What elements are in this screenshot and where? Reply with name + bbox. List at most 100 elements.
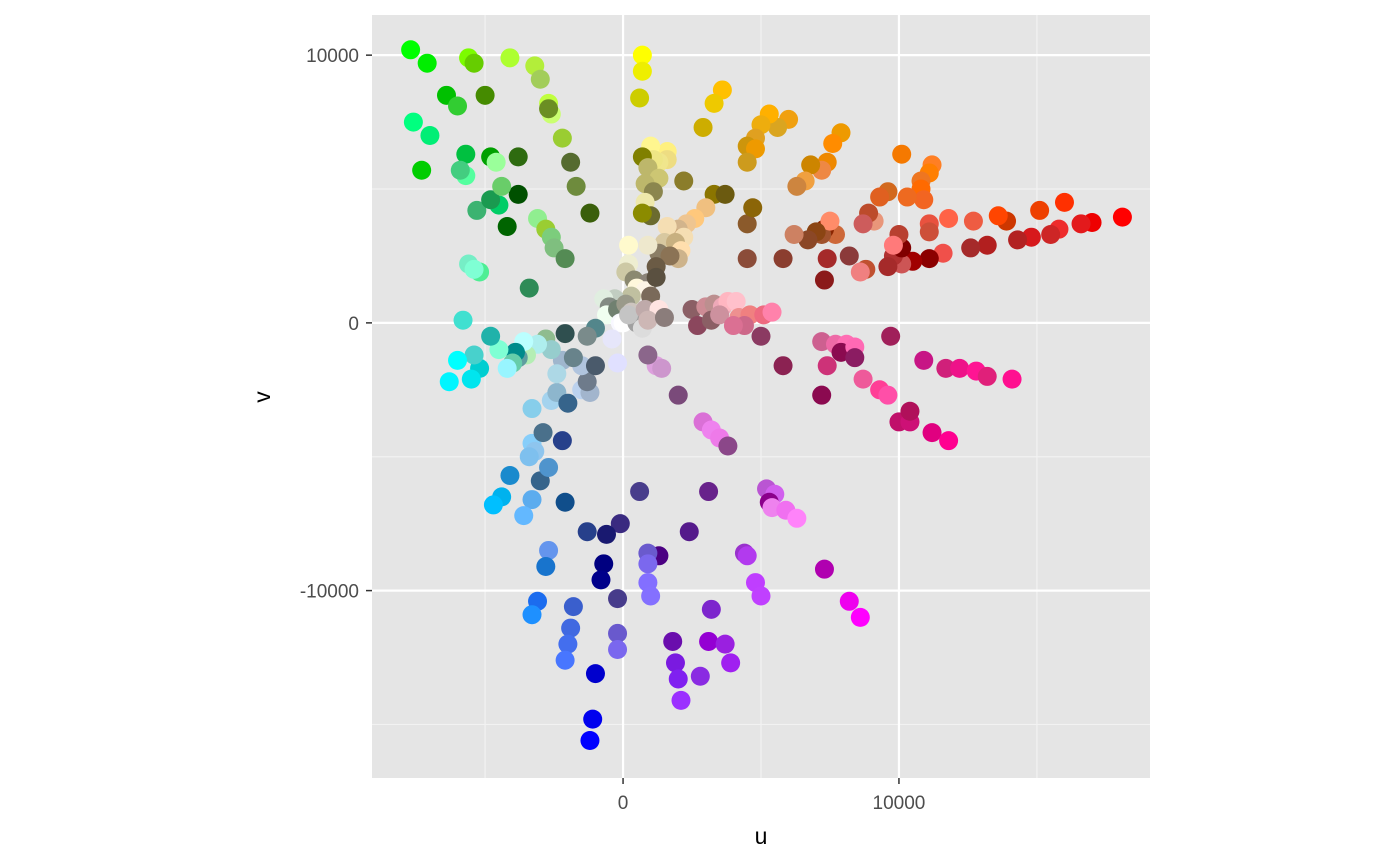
data-point [530, 69, 550, 89]
data-point [514, 506, 534, 526]
data-point [936, 358, 956, 378]
data-point [453, 310, 473, 330]
data-point [773, 356, 793, 376]
data-point [939, 431, 959, 451]
data-point [481, 326, 501, 346]
data-point [630, 88, 650, 108]
data-point [638, 345, 658, 365]
data-point [467, 200, 487, 220]
data-point [814, 559, 834, 579]
x-axis-title: u [755, 823, 768, 849]
data-point [817, 356, 837, 376]
data-point [988, 206, 1008, 226]
data-point [801, 155, 821, 175]
data-point [403, 112, 423, 132]
data-point [914, 190, 934, 210]
data-point [492, 176, 512, 196]
data-point [668, 669, 688, 689]
data-point [715, 184, 735, 204]
data-point [870, 187, 890, 207]
data-point [483, 495, 503, 515]
data-point [558, 634, 578, 654]
data-point [519, 447, 539, 467]
data-point [839, 591, 859, 611]
data-point [914, 350, 934, 370]
data-point [486, 152, 506, 172]
data-point [1002, 369, 1022, 389]
data-point [539, 540, 559, 560]
data-point [577, 372, 597, 392]
x-tick-label: 10000 [873, 793, 926, 814]
data-point [522, 605, 542, 625]
data-point [597, 524, 617, 544]
data-point [839, 246, 859, 266]
data-point [420, 125, 440, 145]
data-point [602, 329, 622, 349]
data-point [450, 160, 470, 180]
y-tick-label: -10000 [300, 582, 359, 603]
data-point [1071, 214, 1091, 234]
data-point [881, 326, 901, 346]
data-point [555, 650, 575, 670]
data-point [762, 302, 782, 322]
data-point [892, 144, 912, 164]
data-point [641, 586, 661, 606]
data-point [401, 40, 421, 60]
data-point [497, 216, 517, 236]
data-point [580, 731, 600, 751]
data-point [500, 465, 520, 485]
data-point [481, 190, 501, 210]
data-point [464, 345, 484, 365]
data-point [660, 246, 680, 266]
data-point [461, 369, 481, 389]
data-point [522, 490, 542, 510]
data-point [977, 235, 997, 255]
data-point [536, 557, 556, 577]
data-point [721, 653, 741, 673]
data-point [464, 259, 484, 279]
data-point [500, 48, 520, 68]
data-point [787, 508, 807, 528]
data-point [552, 431, 572, 451]
data-point [699, 482, 719, 502]
data-point [690, 666, 710, 686]
data-point [853, 214, 873, 234]
data-point [751, 586, 771, 606]
y-tick-label: 10000 [306, 46, 359, 67]
data-point [674, 171, 694, 191]
data-point [555, 324, 575, 344]
data-point [632, 61, 652, 81]
x-tick-label: 0 [618, 793, 629, 814]
data-point [715, 634, 735, 654]
data-point [577, 326, 597, 346]
data-point [654, 308, 674, 328]
data-point [787, 176, 807, 196]
data-point [922, 423, 942, 443]
data-point [619, 235, 639, 255]
data-point [1008, 230, 1028, 250]
data-point [583, 709, 603, 729]
data-point [577, 522, 597, 542]
data-point [726, 291, 746, 311]
data-point [1054, 192, 1074, 212]
data-point [900, 401, 920, 421]
data-point [718, 436, 738, 456]
data-point [638, 554, 658, 574]
data-point [737, 249, 757, 269]
data-point [977, 366, 997, 386]
data-point [878, 257, 898, 277]
data-point [585, 664, 605, 684]
data-point [555, 249, 575, 269]
data-point [439, 372, 459, 392]
data-point [784, 225, 804, 245]
data-point [638, 235, 658, 255]
data-point [580, 203, 600, 223]
data-point [963, 211, 983, 231]
data-point [663, 631, 683, 651]
data-point [539, 99, 559, 119]
data-point [919, 249, 939, 269]
data-point [961, 238, 981, 258]
data-point [723, 316, 743, 336]
data-point [823, 134, 843, 154]
data-point [632, 203, 652, 223]
